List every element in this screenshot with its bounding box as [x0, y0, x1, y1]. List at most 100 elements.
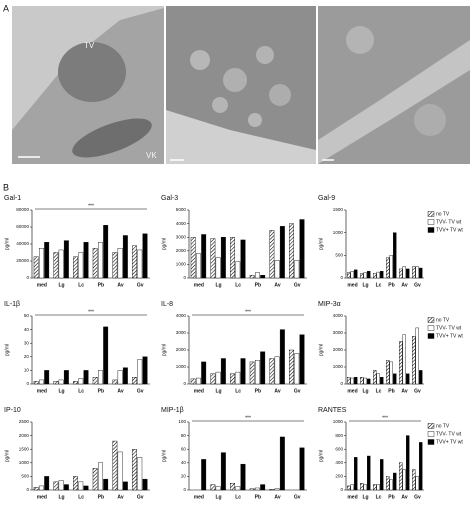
y-tick-label: 200 [335, 474, 343, 479]
bar [53, 381, 59, 385]
y-tick-label: 0 [183, 381, 186, 386]
bar [83, 242, 89, 279]
chart-title: IL-1β [4, 301, 20, 308]
bar [269, 230, 275, 279]
x-tick-label: Av [274, 494, 280, 500]
bar [103, 478, 109, 491]
bar [373, 484, 377, 491]
bar [210, 373, 216, 385]
y-tick-label: 400 [335, 460, 343, 465]
y-tick-label: 1500 [333, 207, 344, 212]
y-tick-label: 4000 [176, 313, 187, 318]
bar [44, 242, 50, 279]
x-tick-label: med [347, 388, 357, 394]
y-tick-label: 10 [24, 368, 30, 373]
panel-label: A [3, 3, 9, 13]
bar [294, 353, 300, 385]
bar [367, 455, 371, 491]
bar [389, 361, 393, 385]
bar [380, 271, 384, 279]
bar [142, 478, 148, 491]
bar [63, 370, 69, 385]
y-tick-label: 2500 [19, 419, 30, 424]
micrographs: TV VK [12, 6, 470, 164]
x-tick-label: Lc [376, 388, 382, 394]
bar [220, 236, 226, 279]
y-tick-label: 30 [24, 340, 30, 345]
bar [83, 370, 89, 385]
legend-label: TVV+ TV wt [436, 227, 463, 233]
x-tick-label: Lc [235, 388, 241, 394]
y-tick-label: 600 [335, 446, 343, 451]
bar [230, 483, 235, 491]
x-tick-label: med [194, 494, 204, 500]
bar [376, 271, 380, 279]
x-tick-label: Pb [388, 282, 394, 288]
bar [73, 256, 78, 279]
label: TV [84, 41, 95, 50]
chart-title: IP-10 [4, 407, 21, 414]
bar [419, 370, 423, 385]
bar [196, 253, 201, 279]
bar [289, 349, 294, 385]
bar [367, 378, 371, 385]
y-tick-label: 4000 [333, 313, 344, 318]
legend-label: TVV+ TV wt [436, 333, 463, 339]
y-tick-label: 2000 [176, 248, 187, 253]
bar [78, 378, 84, 385]
significance-label: *** [382, 415, 388, 421]
y-tick-label: 40000 [16, 241, 29, 246]
y-axis-label: pg/ml [318, 450, 324, 462]
y-tick-label: 0 [26, 275, 29, 280]
bar [294, 260, 300, 279]
y-tick-label: 0 [340, 487, 343, 492]
bar [373, 370, 377, 385]
bar [299, 334, 305, 385]
bar [402, 334, 406, 385]
y-axis-label: pg/ml [4, 450, 10, 462]
chart-title: Gal-1 [4, 195, 21, 202]
y-tick-label: 0 [340, 381, 343, 386]
x-tick-label: Lc [78, 494, 84, 500]
bar [122, 367, 128, 385]
x-tick-label: Lc [78, 388, 84, 394]
y-tick-label: 2000 [333, 347, 344, 352]
y-tick-label: 2000 [19, 433, 30, 438]
y-tick-label: 0 [183, 275, 186, 280]
bar [201, 361, 207, 385]
bar [83, 485, 89, 491]
legend-swatch [427, 227, 435, 233]
bar [347, 272, 351, 279]
y-tick-label: 800 [335, 433, 343, 438]
bar [230, 236, 235, 279]
x-tick-label: Lg [362, 388, 368, 394]
bar [249, 488, 255, 491]
bar [260, 351, 266, 385]
bar [360, 377, 364, 385]
y-tick-label: 1000 [176, 364, 187, 369]
y-tick-label: 40 [24, 327, 30, 332]
x-tick-label: Pb [255, 388, 261, 394]
bar [196, 377, 201, 385]
x-tick-label: Av [401, 388, 407, 394]
bar [33, 487, 39, 491]
bar [103, 326, 109, 385]
bar [220, 452, 226, 491]
bar [376, 484, 380, 491]
bar [415, 476, 419, 491]
bar [117, 370, 123, 385]
bar [415, 327, 419, 385]
bar [142, 356, 148, 385]
bar [279, 226, 285, 279]
bar [350, 271, 354, 279]
bar [386, 476, 390, 491]
bar [210, 238, 216, 279]
bar [389, 255, 393, 279]
x-tick-label: Lg [215, 282, 221, 288]
bar [363, 377, 367, 385]
chart-title: IL-8 [161, 301, 173, 308]
y-tick-label: 50 [24, 313, 30, 318]
x-tick-label: Gv [414, 494, 421, 500]
legend-label: TVV- TV wt [436, 325, 462, 331]
bar [63, 240, 69, 279]
